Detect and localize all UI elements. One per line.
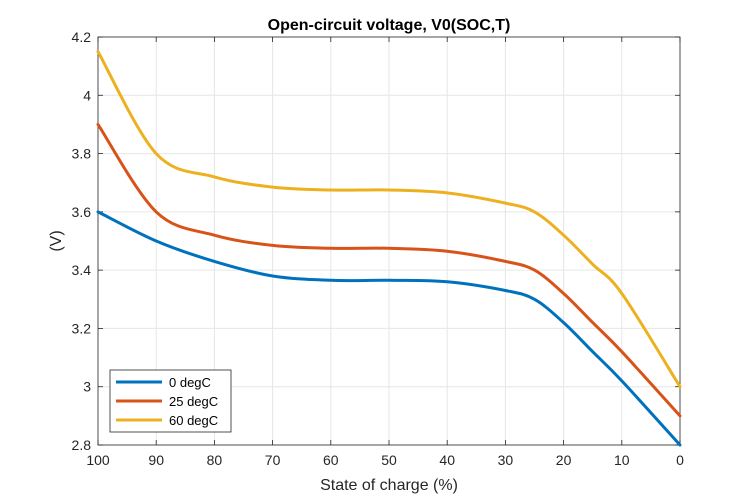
series-lines bbox=[96, 50, 682, 447]
y-tick-label: 4 bbox=[83, 87, 91, 103]
legend-label-1: 25 degC bbox=[169, 394, 218, 409]
x-tick-label: 100 bbox=[86, 452, 110, 468]
y-tick-label: 4.2 bbox=[72, 29, 92, 45]
x-tick-label: 70 bbox=[265, 452, 281, 468]
y-tick-label: 3.8 bbox=[72, 146, 92, 162]
y-tick-label: 3.6 bbox=[72, 204, 92, 220]
x-tick-label: 80 bbox=[207, 452, 223, 468]
y-tick-label: 3.2 bbox=[72, 320, 92, 336]
y-tick-label: 2.8 bbox=[72, 437, 92, 453]
legend: 0 degC 25 degC 60 degC bbox=[109, 369, 232, 433]
x-tick-label: 10 bbox=[614, 452, 630, 468]
x-tick-label: 20 bbox=[556, 452, 572, 468]
x-tick-label: 30 bbox=[498, 452, 514, 468]
legend-label-0: 0 degC bbox=[169, 375, 211, 390]
ticks: 100 90 80 70 60 50 40 30 20 10 02.833.23.43.63.844… bbox=[72, 29, 685, 468]
legend-label-2: 60 degC bbox=[169, 413, 218, 428]
y-axis-label: (V) bbox=[48, 230, 65, 251]
x-axis-label: State of charge (%) bbox=[320, 477, 458, 494]
chart-title: Open-circuit voltage, V0(SOC,T) bbox=[268, 17, 511, 34]
y-tick-label: 3.4 bbox=[72, 262, 92, 278]
series-line-0 bbox=[96, 210, 682, 447]
x-tick-label: 50 bbox=[381, 452, 397, 468]
x-tick-label: 0 bbox=[676, 452, 684, 468]
y-tick-label: 3 bbox=[83, 379, 91, 395]
x-tick-label: 40 bbox=[439, 452, 455, 468]
series-line-1 bbox=[96, 122, 682, 418]
series-line-2 bbox=[96, 50, 682, 389]
x-tick-label: 60 bbox=[323, 452, 339, 468]
x-tick-label: 90 bbox=[148, 452, 164, 468]
